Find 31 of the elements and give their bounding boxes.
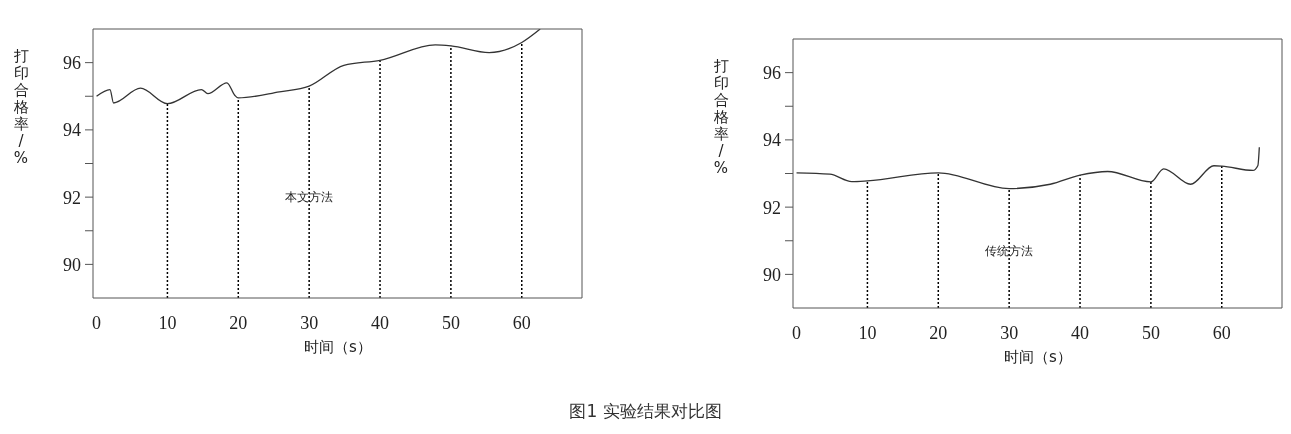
x-tick-label: 50 bbox=[1141, 322, 1160, 343]
y-tick-label: 94 bbox=[763, 130, 781, 151]
y-tick-label: 96 bbox=[63, 53, 81, 74]
annotation: 传统方法 bbox=[985, 244, 1034, 259]
x-tick-label: 20 bbox=[229, 312, 248, 333]
x-tick-label: 0 bbox=[92, 312, 102, 333]
x-axis-title: 时间（s） bbox=[303, 338, 373, 357]
x-tick-label: 10 bbox=[858, 322, 877, 343]
line-series bbox=[795, 146, 1260, 190]
x-tick-label: 30 bbox=[1000, 322, 1019, 343]
y-tick-label: 92 bbox=[63, 187, 81, 208]
y-tick-label: 90 bbox=[63, 254, 81, 275]
caption: 图1 实验结果对比图 bbox=[568, 400, 723, 423]
line-series bbox=[95, 29, 541, 105]
x-tick-label: 40 bbox=[1071, 322, 1090, 343]
x-tick-label: 20 bbox=[929, 322, 948, 343]
x-tick-label: 50 bbox=[441, 312, 460, 333]
y-tick-label: 94 bbox=[63, 120, 81, 141]
y-tick-label: 92 bbox=[763, 197, 781, 218]
x-tick-label: 60 bbox=[512, 312, 531, 333]
y-axis-title: 打印合格率/% bbox=[12, 47, 30, 167]
x-tick-label: 30 bbox=[300, 312, 319, 333]
x-tick-label: 40 bbox=[371, 312, 390, 333]
y-tick-label: 96 bbox=[763, 63, 781, 84]
x-tick-label: 60 bbox=[1212, 322, 1231, 343]
y-axis-title: 打印合格率/% bbox=[712, 57, 730, 177]
x-tick-label: 0 bbox=[792, 322, 802, 343]
x-axis-title: 时间（s） bbox=[1003, 348, 1073, 367]
x-tick-label: 10 bbox=[158, 312, 177, 333]
y-tick-label: 90 bbox=[763, 264, 781, 285]
annotation: 本文方法 bbox=[285, 190, 334, 205]
